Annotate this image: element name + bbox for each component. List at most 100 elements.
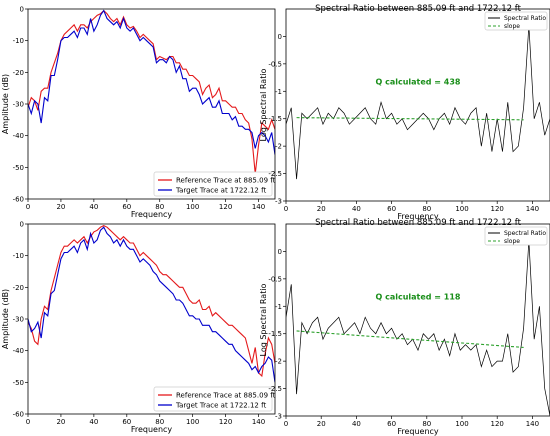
x-tick-label: 0	[26, 418, 30, 426]
chart-panel-4: Spectral Ratio between 885.09 ft and 172…	[259, 218, 550, 436]
y-tick-label: -50	[13, 379, 24, 387]
y-tick-label: -60	[13, 411, 24, 419]
x-tick-label: 100	[186, 418, 199, 426]
y-tick-label: -20	[13, 284, 24, 292]
y-tick-label: -40	[13, 347, 24, 355]
y-tick-label: 0	[278, 33, 282, 41]
y-axis-label: Log Spectral Ratio	[259, 283, 268, 356]
axes-frame	[285, 223, 550, 417]
legend-box	[153, 171, 273, 197]
y-tick-label: 0	[20, 221, 24, 229]
legend-label: Spectral Ratio	[504, 15, 546, 22]
x-tick-label: 120	[491, 420, 504, 428]
x-tick-label: 140	[526, 420, 539, 428]
series-line-spectral-ratio	[286, 240, 550, 416]
y-tick-label: -0.5	[268, 275, 282, 283]
y-tick-label: -60	[13, 196, 24, 204]
legend-box	[484, 226, 548, 246]
x-tick-label: 40	[352, 205, 361, 213]
x-tick-label: 140	[252, 418, 265, 426]
x-tick-label: 60	[122, 418, 131, 426]
y-tick-label: -2	[275, 358, 282, 366]
x-tick-label: 120	[491, 205, 504, 213]
q-annotation: Q calculated = 118	[376, 293, 461, 302]
axes-frame	[285, 8, 550, 202]
q-annotation: Q calculated = 438	[376, 78, 461, 87]
x-tick-label: 40	[352, 420, 361, 428]
x-tick-label: 80	[422, 205, 431, 213]
y-axis-label: Amplitude (dB)	[1, 289, 10, 349]
x-tick-label: 20	[56, 418, 65, 426]
y-tick-label: -30	[13, 101, 24, 109]
x-axis-label: Frequency	[397, 427, 439, 436]
y-tick-label: -30	[13, 316, 24, 324]
x-tick-label: 20	[317, 205, 326, 213]
y-tick-label: -2.5	[268, 385, 282, 393]
y-tick-label: -1	[275, 88, 282, 96]
x-tick-label: 140	[526, 205, 539, 213]
x-axis-label: Frequency	[397, 212, 439, 221]
x-tick-label: 20	[317, 420, 326, 428]
y-tick-label: -1.5	[268, 115, 282, 123]
series-line-target-trace	[28, 9, 275, 155]
x-tick-label: 60	[122, 203, 131, 211]
series-line-reference-trace	[28, 9, 275, 174]
legend: Reference Trace at 885.09 ft Target Trace…	[153, 386, 276, 412]
legend: Reference Trace at 885.09 ft Target Trace…	[153, 171, 276, 197]
x-axis-label: Frequency	[131, 210, 173, 219]
x-tick-label: 0	[26, 203, 30, 211]
x-tick-label: 0	[284, 420, 288, 428]
x-tick-label: 60	[387, 205, 396, 213]
legend-label: Target Trace at 1722.12 ft	[175, 402, 266, 410]
y-axis-label: Log Spectral Ratio	[259, 68, 268, 141]
y-axis-label: Amplitude (dB)	[1, 74, 10, 134]
chart-panel-1: 0 20 40 60 80 100 120 140 0 -10 -20 -30 -40 -50 -60 Fre…	[1, 6, 276, 220]
x-tick-label: 0	[284, 205, 288, 213]
series-line-reference-trace	[28, 224, 275, 378]
series-line-target-trace	[28, 226, 275, 383]
chart-panel-2: Spectral Ratio between 885.09 ft and 172…	[259, 4, 550, 221]
x-tick-label: 80	[422, 420, 431, 428]
x-tick-label: 20	[56, 203, 65, 211]
legend-label: Target Trace at 1722.12 ft	[175, 187, 266, 195]
y-tick-label: -2	[275, 143, 282, 151]
y-tick-label: -2.5	[268, 170, 282, 178]
legend-label: slope	[504, 23, 520, 30]
y-tick-label: -3	[275, 198, 282, 206]
y-tick-label: -50	[13, 164, 24, 172]
y-tick-label: -40	[13, 132, 24, 140]
x-tick-label: 120	[219, 203, 232, 211]
y-tick-label: -10	[13, 252, 24, 260]
x-tick-label: 100	[455, 205, 468, 213]
x-tick-label: 120	[219, 418, 232, 426]
y-tick-label: -1	[275, 303, 282, 311]
legend-label: Reference Trace at 885.09 ft	[176, 392, 276, 400]
x-tick-label: 140	[252, 203, 265, 211]
y-tick-label: -1.5	[268, 330, 282, 338]
legend-box	[153, 386, 273, 412]
chart-title: Spectral Ratio between 885.09 ft and 172…	[315, 218, 521, 228]
y-tick-label: -3	[275, 413, 282, 421]
x-tick-label: 80	[155, 418, 164, 426]
series-line-slope	[296, 330, 524, 348]
y-tick-label: 0	[20, 6, 24, 14]
x-tick-label: 80	[155, 203, 164, 211]
y-tick-label: -20	[13, 69, 24, 77]
legend-label: Spectral Ratio	[504, 230, 546, 237]
series-line-slope	[296, 117, 524, 121]
chart-panel-3: 0 20 40 60 80 100 120 140 0 -10 -20 -30 -40 -50 -60 Fre…	[1, 221, 276, 435]
x-tick-label: 40	[89, 203, 98, 211]
x-axis-label: Frequency	[131, 425, 173, 434]
legend-box	[484, 11, 548, 31]
y-tick-label: 0	[278, 248, 282, 256]
x-tick-label: 60	[387, 420, 396, 428]
y-tick-label: -10	[13, 37, 24, 45]
y-tick-label: -0.5	[268, 60, 282, 68]
series-line-spectral-ratio	[286, 25, 550, 180]
x-tick-label: 100	[455, 420, 468, 428]
legend-label: Reference Trace at 885.09 ft	[176, 177, 276, 185]
legend-label: slope	[504, 238, 520, 245]
